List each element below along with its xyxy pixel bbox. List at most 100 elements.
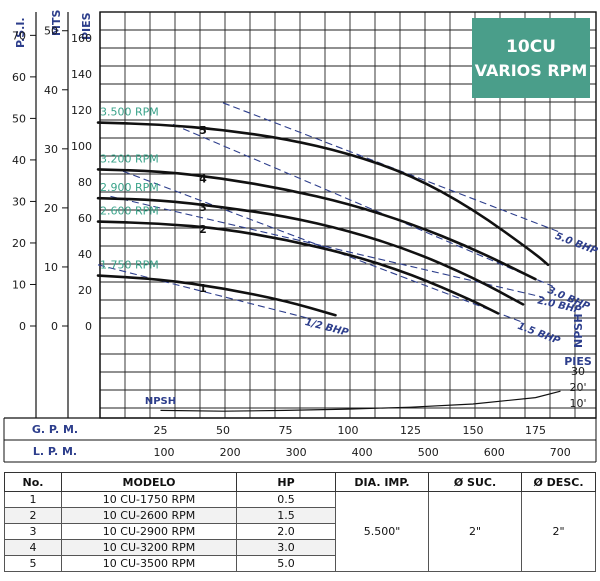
- row-no: 1: [4, 491, 62, 508]
- psi-tick-label: 50: [12, 112, 26, 125]
- curve-rpm-label: 3.500 RPM: [100, 106, 159, 119]
- gpm-tick-label: 175: [525, 424, 546, 437]
- row-hp: 0.5: [236, 491, 336, 508]
- bhp-line-label: 1.5 BHP: [516, 321, 562, 347]
- title-line-2: VARIOS RPM: [475, 61, 588, 80]
- npsh-line: [160, 390, 561, 412]
- npsh-curve-label: NPSH: [145, 396, 176, 407]
- curve-number-label: 4: [199, 172, 207, 185]
- row-modelo: 10 CU-2600 RPM: [61, 507, 237, 524]
- spec-table: No. MODELO HP DIA. IMP. Ø SUC. Ø DESC. 1…: [4, 472, 596, 572]
- pies-tick-label: 40: [78, 248, 92, 261]
- mts-tick-label: 50: [44, 25, 58, 38]
- pies-tick-label: 120: [71, 104, 92, 117]
- row-no: 2: [4, 507, 62, 524]
- bhp-line: [97, 264, 311, 320]
- lpm-tick-label: 100: [154, 446, 175, 459]
- bhp-line: [110, 195, 544, 298]
- row-hp: 3.0: [236, 539, 336, 556]
- psi-tick-label: 30: [12, 195, 26, 208]
- mts-tick-label: 20: [44, 202, 58, 215]
- curve-number-label: 3: [199, 201, 207, 214]
- npsh-tick-20: 20': [569, 381, 586, 394]
- header-hp: HP: [236, 472, 336, 492]
- header-suc: Ø SUC.: [428, 472, 522, 492]
- pies-tick-label: 140: [71, 68, 92, 81]
- suc-value: 2": [428, 491, 522, 572]
- row-modelo: 10 CU-1750 RPM: [61, 491, 237, 508]
- gpm-tick-label: 25: [154, 424, 168, 437]
- psi-tick-label: 60: [12, 71, 26, 84]
- mts-tick-label: 0: [51, 320, 58, 333]
- axis-frame: [3, 12, 597, 463]
- pump-curves: 1.750 RPM 1 2.600 RPM 2 2.900 RPM 3 3.200 RPM 4…: [96, 106, 550, 317]
- mts-axis-title: MTS: [50, 10, 63, 36]
- row-modelo: 10 CU-3500 RPM: [61, 555, 237, 572]
- row-hp: 1.5: [236, 507, 336, 524]
- header-modelo: MODELO: [61, 472, 237, 492]
- npsh-curve: NPSH: [145, 390, 561, 412]
- psi-axis-title: P.S.I.: [14, 17, 27, 48]
- bhp-line-label: 5.0 BHP: [553, 231, 599, 257]
- table-row: 5 10 CU-3500 RPM 5.0: [4, 555, 596, 572]
- curve-rpm-label: 1.750 RPM: [100, 259, 159, 272]
- header-dia-imp: DIA. IMP.: [335, 472, 429, 492]
- gpm-ticks: 25 50 75 100 125 150 175: [154, 424, 547, 437]
- row-no: 5: [4, 555, 62, 572]
- row-hp: 2.0: [236, 523, 336, 540]
- curve-rpm-label: 2.600 RPM: [100, 205, 159, 218]
- npsh-tick-10: 10': [569, 397, 586, 410]
- dia-imp-value: 5.500": [335, 491, 429, 572]
- row-no: 4: [4, 539, 62, 556]
- title-box: [472, 18, 590, 98]
- gpm-tick-label: 150: [463, 424, 484, 437]
- gpm-tick-label: 75: [279, 424, 293, 437]
- mts-tick-label: 40: [44, 84, 58, 97]
- pump-curve-line: [96, 121, 550, 267]
- desc-value: 2": [521, 491, 596, 572]
- gpm-tick-label: 50: [216, 424, 230, 437]
- title-line-1: 10CU: [506, 37, 556, 57]
- pies-tick-label: 20: [78, 284, 92, 297]
- npsh-unit-label: PIES: [564, 355, 592, 368]
- psi-tick-label: 0: [19, 320, 26, 333]
- npsh-axis-title: NPSH: [572, 314, 585, 348]
- row-no: 3: [4, 523, 62, 540]
- pump-curve-line: [96, 168, 537, 281]
- pies-tick-label: 80: [78, 176, 92, 189]
- curve-rpm-label: 2.900 RPM: [100, 181, 159, 194]
- pies-tick-label: 60: [78, 212, 92, 225]
- mts-tick-label: 10: [44, 261, 58, 274]
- lpm-tick-label: 200: [220, 446, 241, 459]
- pies-axis-title: PIES: [80, 12, 93, 40]
- pies-tick-label: 0: [85, 320, 92, 333]
- pies-ticks: 0 20 40 60 80 100 120 140 160: [71, 32, 92, 333]
- lpm-tick-label: 300: [286, 446, 307, 459]
- lpm-tick-label: 600: [484, 446, 505, 459]
- psi-ticks: 0 10 20 30 40 50 60 70: [12, 29, 36, 333]
- row-modelo: 10 CU-2900 RPM: [61, 523, 237, 540]
- curve-number-label: 2: [199, 223, 207, 236]
- row-modelo: 10 CU-3200 RPM: [61, 539, 237, 556]
- header-no: No.: [4, 472, 62, 492]
- lpm-ticks: 100 200 300 400 500 600 700: [154, 446, 571, 459]
- pump-curve-line: [96, 196, 525, 306]
- bhp-line: [172, 123, 554, 287]
- gpm-tick-label: 100: [338, 424, 359, 437]
- curve-number-label: 5: [199, 124, 207, 137]
- row-hp: 5.0: [236, 555, 336, 572]
- header-desc: Ø DESC.: [521, 472, 596, 492]
- table-row: 3 10 CU-2900 RPM 2.0: [4, 523, 596, 540]
- mts-ticks: 0 10 20 30 40 50: [44, 25, 68, 333]
- pump-curve-line: [96, 274, 337, 317]
- mts-tick-label: 30: [44, 143, 58, 156]
- lpm-tick-label: 700: [550, 446, 571, 459]
- lpm-tick-label: 500: [418, 446, 439, 459]
- table-header-row: No. MODELO HP DIA. IMP. Ø SUC. Ø DESC.: [4, 472, 596, 492]
- lpm-tick-label: 400: [352, 446, 373, 459]
- lpm-axis-label: L. P. M.: [33, 445, 77, 458]
- psi-tick-label: 10: [12, 278, 26, 291]
- curve-number-label: 1: [199, 282, 207, 295]
- psi-tick-label: 40: [12, 154, 26, 167]
